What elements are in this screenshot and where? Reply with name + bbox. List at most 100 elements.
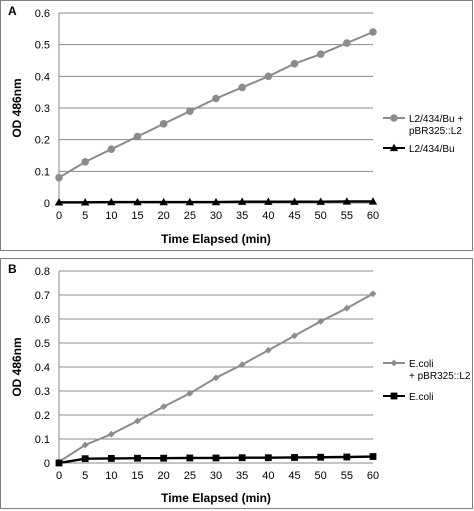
data-point: [343, 39, 351, 47]
data-point: [107, 197, 116, 206]
x-tick-label: 45: [288, 470, 300, 482]
x-tick-label: 5: [82, 470, 88, 482]
data-point: [160, 454, 168, 462]
data-point: [186, 107, 194, 115]
x-tick-label: 60: [367, 210, 379, 222]
data-point: [316, 197, 325, 205]
y-tick-label: 0: [44, 198, 50, 210]
data-point: [133, 197, 142, 206]
chart-panel-a: A 0 0.1 0.2 0.3 0.4 0.5 0.6 0 5 10 15 20 25 30 35 40 45 5…: [0, 0, 473, 251]
data-point: [212, 374, 220, 382]
y-tick-label: 0.8: [35, 266, 50, 278]
chart-b-svg: B 0 0.1 0.2 0.3 0.4 0.5 0.6 0.7 0.8 0 5 10 15 20 25 30 3…: [8, 262, 471, 505]
data-point: [369, 453, 377, 460]
data-point: [107, 455, 115, 462]
data-point: [369, 290, 377, 298]
data-point: [186, 454, 194, 462]
x-tick-label: 10: [105, 470, 117, 482]
legend-label: L2/434/Bu: [409, 144, 455, 155]
legend-label: + pBR325::L2: [409, 371, 471, 382]
legend-marker: [390, 114, 398, 122]
data-point: [264, 454, 272, 462]
data-point: [369, 28, 377, 36]
y-tick-label: 0.5: [35, 338, 50, 350]
x-tick-label: 60: [367, 470, 379, 482]
x-tick-label: 0: [56, 470, 62, 482]
x-tick-label: 20: [158, 470, 170, 482]
x-tick-label: 35: [236, 210, 248, 222]
data-point: [264, 72, 273, 81]
y-tick-label: 0.4: [35, 71, 50, 83]
legend-marker: [390, 392, 398, 400]
chart-a-svg: A 0 0.1 0.2 0.3 0.4 0.5 0.6 0 5 10 15 20 25 30 35 40 45 5…: [8, 4, 463, 246]
legend-label: E.coli: [409, 359, 433, 370]
data-point: [290, 197, 299, 205]
data-point: [159, 120, 168, 128]
y-tick-label: 0.5: [35, 40, 50, 52]
y-tick-label: 0.6: [35, 314, 50, 326]
data-point: [55, 173, 63, 182]
data-point: [237, 197, 247, 205]
data-point: [55, 459, 63, 467]
x-tick-label: 15: [131, 210, 143, 222]
legend-marker: [390, 359, 398, 367]
x-tick-label: 55: [341, 470, 353, 482]
data-point: [134, 454, 141, 462]
data-point: [342, 197, 352, 205]
x-tick-label: 20: [158, 210, 170, 222]
x-tick-label: 50: [315, 210, 327, 222]
data-point: [185, 197, 195, 206]
x-tick-label: 45: [288, 210, 300, 222]
legend-label: L2/434/Bu +: [409, 114, 463, 125]
legend-label: E.coli: [409, 392, 433, 403]
x-tick-label: 40: [262, 470, 274, 482]
y-tick-label: 0.3: [35, 103, 50, 115]
data-point: [212, 94, 220, 103]
data-point: [81, 455, 89, 463]
data-point: [238, 83, 246, 92]
data-point: [291, 454, 298, 461]
data-point: [80, 198, 90, 206]
data-point: [107, 430, 115, 438]
x-axis-title: Time Elapsed (min): [161, 491, 271, 505]
panel-label-a: A: [8, 4, 17, 18]
data-point: [212, 454, 220, 462]
y-tick-label: 0.2: [35, 410, 50, 422]
legend-marker: [389, 143, 399, 152]
y-tick-label: 0.6: [35, 8, 50, 20]
y-tick-label: 0.1: [35, 434, 50, 446]
data-point: [211, 197, 221, 206]
data-point: [238, 361, 246, 368]
data-point: [186, 390, 194, 397]
data-point: [317, 318, 325, 325]
data-point: [238, 454, 246, 462]
legend-label: pBR325::L2: [409, 126, 462, 137]
data-point: [107, 145, 116, 153]
y-tick-label: 0: [44, 458, 50, 470]
y-axis-title: OD 486nm: [10, 78, 24, 137]
panel-label-b: B: [8, 262, 17, 276]
y-tick-label: 0.3: [35, 386, 50, 398]
x-tick-label: 30: [210, 210, 222, 222]
data-point: [343, 453, 351, 461]
x-axis-title: Time Elapsed (min): [161, 232, 271, 246]
x-tick-label: 50: [315, 470, 327, 482]
data-point: [160, 403, 168, 410]
x-tick-label: 25: [184, 210, 196, 222]
data-point: [317, 453, 325, 461]
x-tick-label: 40: [262, 210, 274, 222]
data-point: [264, 346, 272, 354]
x-tick-label: 55: [341, 210, 353, 222]
x-tick-label: 30: [210, 470, 222, 482]
data-point: [316, 50, 325, 58]
y-tick-label: 0.1: [35, 166, 50, 178]
data-point: [368, 197, 378, 205]
y-tick-label: 0.7: [35, 290, 50, 302]
data-point: [159, 197, 168, 206]
y-axis-title: OD 486nm: [10, 337, 24, 396]
chart-panel-b: B 0 0.1 0.2 0.3 0.4 0.5 0.6 0.7 0.8 0 5 10 15 20 25 30 3…: [0, 258, 473, 509]
x-tick-label: 0: [56, 210, 62, 222]
data-point: [133, 132, 142, 141]
data-point: [291, 332, 298, 340]
